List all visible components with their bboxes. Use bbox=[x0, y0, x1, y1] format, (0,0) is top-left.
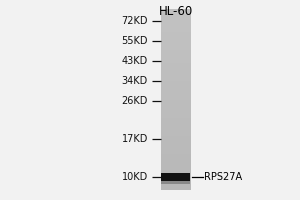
Bar bbox=[160, 172, 190, 176]
Bar bbox=[160, 54, 190, 59]
Bar bbox=[160, 32, 190, 36]
Text: 26KD: 26KD bbox=[122, 96, 148, 106]
Bar bbox=[160, 176, 190, 181]
Bar bbox=[160, 113, 190, 118]
Bar bbox=[160, 77, 190, 81]
Bar bbox=[160, 95, 190, 100]
Text: 43KD: 43KD bbox=[122, 56, 148, 66]
Bar bbox=[160, 122, 190, 127]
Bar bbox=[160, 41, 190, 45]
Bar bbox=[160, 149, 190, 154]
Bar bbox=[160, 27, 190, 32]
Bar bbox=[160, 181, 190, 185]
Text: 72KD: 72KD bbox=[122, 16, 148, 26]
Bar bbox=[160, 9, 190, 14]
Bar bbox=[160, 72, 190, 77]
Bar bbox=[160, 163, 190, 167]
Text: RPS27A: RPS27A bbox=[204, 172, 242, 182]
Bar bbox=[160, 104, 190, 109]
Bar bbox=[160, 140, 190, 145]
Bar bbox=[160, 18, 190, 23]
Bar bbox=[160, 136, 190, 140]
Bar bbox=[160, 50, 190, 54]
Bar bbox=[161, 173, 190, 181]
Bar bbox=[160, 167, 190, 172]
Text: 34KD: 34KD bbox=[122, 76, 148, 86]
Bar bbox=[160, 145, 190, 149]
Bar bbox=[160, 68, 190, 72]
Bar bbox=[160, 81, 190, 86]
Bar bbox=[160, 90, 190, 95]
Text: 17KD: 17KD bbox=[122, 134, 148, 144]
Bar bbox=[160, 45, 190, 50]
Bar bbox=[160, 185, 190, 190]
Bar bbox=[161, 180, 190, 184]
Bar bbox=[160, 109, 190, 113]
Bar bbox=[160, 158, 190, 163]
Text: 10KD: 10KD bbox=[122, 172, 148, 182]
Bar bbox=[160, 154, 190, 158]
Bar bbox=[160, 36, 190, 41]
Bar bbox=[160, 63, 190, 68]
Bar bbox=[160, 14, 190, 18]
Bar bbox=[160, 127, 190, 131]
Text: 55KD: 55KD bbox=[122, 36, 148, 46]
Bar bbox=[160, 131, 190, 136]
Text: HL-60: HL-60 bbox=[158, 5, 193, 18]
Bar bbox=[160, 23, 190, 27]
Bar bbox=[160, 86, 190, 90]
Bar bbox=[160, 118, 190, 122]
Bar bbox=[160, 59, 190, 63]
Bar bbox=[160, 99, 190, 104]
